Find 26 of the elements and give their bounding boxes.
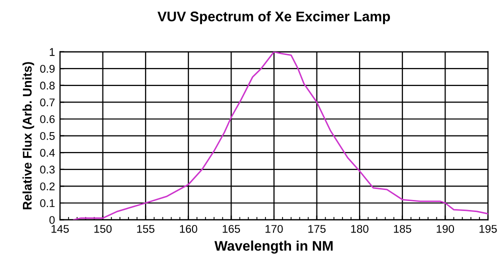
x-tick-label: 155 (137, 225, 154, 233)
x-tick-label: 195 (480, 224, 497, 233)
x-tick-label: 150 (94, 224, 112, 233)
x-tick-label: 180 (351, 224, 368, 233)
x-tick-label: 190 (436, 224, 454, 233)
x-tick-label: 160 (180, 224, 198, 233)
x-tick-label: 170 (266, 224, 283, 233)
y-tick-label: 0 (49, 216, 55, 224)
y-tick-label: 0.8 (40, 82, 55, 90)
y-tick-label: 0.3 (40, 166, 55, 174)
y-tick-label: 0.4 (40, 148, 55, 157)
x-tick-label: 145 (52, 225, 69, 233)
x-tick-label: 165 (222, 224, 240, 233)
y-tick-label: 0.1 (40, 199, 55, 208)
y-tick-label: 0.7 (40, 98, 55, 106)
chart-title: VUV Spectrum of Xe Excimer Lamp (158, 11, 390, 24)
x-tick-label: 175 (308, 225, 326, 233)
x-axis-title: Wavelength in NM (214, 240, 333, 254)
y-tick-label: 0.5 (40, 132, 55, 140)
y-tick-label: 0.9 (40, 64, 55, 73)
line-series (73, 52, 488, 220)
y-tick-label: 0.2 (40, 182, 55, 190)
y-tick-label: 0.6 (40, 115, 55, 124)
y-axis-title: Relative Flux (Arb. Units) (22, 62, 34, 210)
y-tick-label: 1 (50, 48, 55, 56)
x-tick-label: 185 (394, 224, 412, 233)
